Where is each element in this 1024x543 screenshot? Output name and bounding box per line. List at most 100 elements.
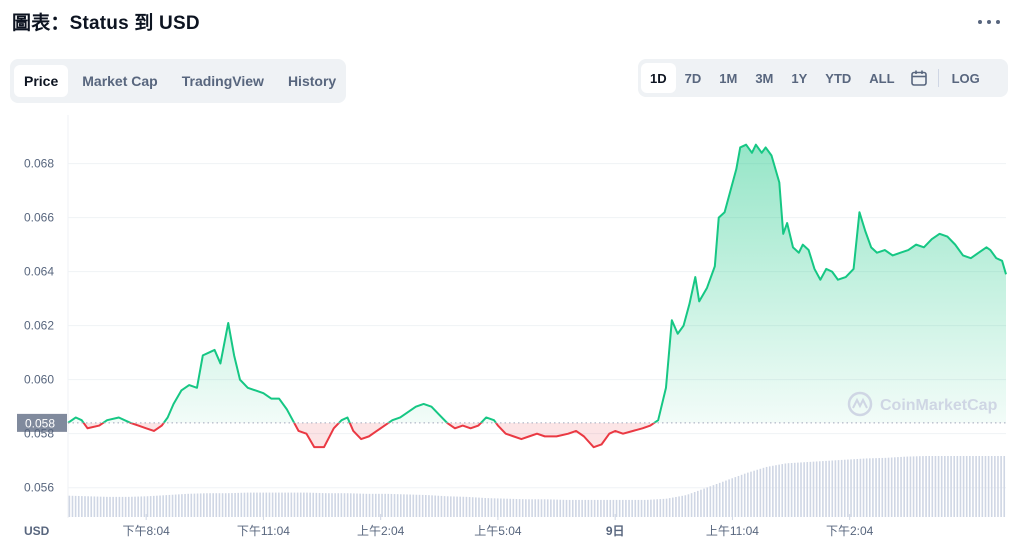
volume-bar [768,466,771,517]
coinmarketcap-watermark: CoinMarketCap [847,391,998,417]
volume-bar [359,493,361,517]
volume-bar [387,493,390,517]
volume-bar [231,493,233,517]
calendar-icon[interactable] [904,63,934,93]
range-7d-button[interactable]: 7D [684,70,702,86]
volume-bar [152,495,155,517]
volume-bar [481,497,483,517]
volume-bar [171,494,174,517]
volume-bar [987,456,990,517]
volume-bar [243,492,246,517]
range-ytd-button[interactable]: YTD [825,70,852,86]
volume-bar [287,492,290,517]
volume-bar [68,495,71,517]
tab-tradingview[interactable]: TradingView [181,73,264,89]
volume-bar [237,492,239,517]
volume-bar [1000,456,1002,517]
volume-bar [493,498,496,517]
range-3m-button[interactable]: 3M [755,70,774,86]
range-1m-button[interactable]: 1M [719,70,738,86]
volume-bar [296,492,299,517]
volume-bar [328,493,330,517]
price-line-down [67,422,657,449]
volume-bar [340,493,343,517]
volume-bar [984,456,987,517]
volume-bar [994,456,996,517]
volume-bar [440,495,443,517]
volume-bar [262,492,265,517]
volume-bar [650,499,652,517]
volume-bar [156,495,158,517]
volume-bar [299,492,302,517]
volume-bar [793,462,796,517]
volume-bar [468,497,471,517]
volume-bar [159,495,161,517]
volume-bar [146,496,149,517]
volume-bar [965,456,968,517]
volume-bar [218,493,221,517]
volume-bar [828,460,830,517]
volume-bar [143,496,146,517]
volume-bar [246,492,249,517]
volume-bar [887,457,890,517]
range-1y-button[interactable]: 1Y [791,70,808,86]
volume-bar [944,456,946,517]
volume-bar [806,462,809,517]
volume-bar [274,492,277,517]
volume-bar [797,462,799,517]
tab-history[interactable]: History [287,73,337,89]
range-1d-button[interactable]: 1D [641,63,676,93]
range-all-button[interactable]: ALL [869,70,895,86]
volume-bar [596,499,599,517]
volume-bar [956,456,959,517]
volume-bar [521,499,524,517]
volume-bar [446,496,449,517]
volume-bar [881,457,884,517]
volume-bar [471,497,474,517]
volume-bar [868,458,871,517]
volume-bar [503,498,505,517]
volume-bar [640,499,643,517]
volume-bar [371,493,374,517]
volume-bar [490,498,493,517]
price-area [68,144,1006,448]
tab-market-cap[interactable]: Market Cap [82,73,158,89]
volume-bar [718,482,721,517]
volume-bar [800,462,802,517]
volume-bar [609,499,612,517]
volume-bar [697,490,699,517]
volume-bar [127,496,130,517]
volume-bar [962,456,965,517]
volume-bars [68,456,1006,517]
log-scale-toggle[interactable]: LOG [951,70,980,86]
volume-bar [453,496,455,517]
volume-bar [678,496,680,517]
volume-bar [190,493,193,517]
volume-bar [665,498,668,517]
volume-bar [715,484,718,517]
volume-bar [571,499,574,517]
volume-bar [734,477,737,517]
volume-bar [81,496,83,517]
reference-price-label: 0.058 [25,416,55,430]
chart-axes: 0.056 0.058 0.060 0.062 0.064 0.066 0.068 下午8:0… [24,157,874,538]
volume-bar [919,456,921,517]
volume-bar [862,458,865,517]
volume-bar [847,459,849,517]
volume-bar [240,492,243,517]
volume-bar [102,496,105,517]
volume-bar [77,495,80,517]
volume-bar [96,496,99,517]
tab-price[interactable]: Price [14,65,69,97]
volume-bar [265,492,268,517]
volume-bar [443,496,446,517]
more-options-icon[interactable] [978,12,1000,32]
volume-bar [425,495,427,517]
y-tick-label: 0.066 [24,211,54,225]
volume-bar [331,493,333,517]
volume-bar [374,493,377,517]
volume-bar [931,456,934,517]
volume-bar [859,458,862,517]
volume-bar [199,493,202,517]
